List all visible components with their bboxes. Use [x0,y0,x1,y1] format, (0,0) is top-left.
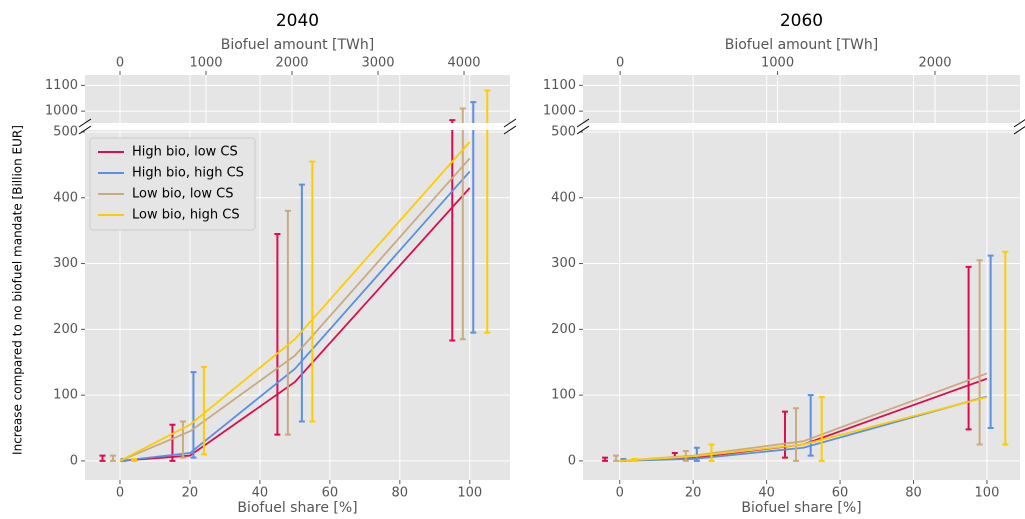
range-bar [309,160,316,423]
y-tick-label: 1100 [543,78,576,93]
range-bar [459,130,466,341]
y-tick-label: 500 [53,124,78,139]
x-tick-label: 100 [975,486,1000,501]
range-bar [987,254,994,430]
x-tick-label: 0 [616,486,624,501]
x-tick-label: 0 [116,486,124,501]
range-bar [470,130,477,334]
y-tick-label: 400 [551,190,576,205]
series-line [119,157,471,462]
series-line [119,187,471,462]
x-tick-label: 80 [905,486,922,501]
axis-break [576,118,590,128]
range-bar [449,119,456,123]
range-bar [274,232,281,436]
x-tick-label: 40 [758,486,775,501]
range-bar [99,454,106,462]
range-bar [484,89,491,123]
y-tick-label: 100 [53,388,78,403]
range-bar [190,371,197,459]
range-bar [130,457,137,462]
x-tick-label: 20 [182,486,199,501]
axis-break [1013,119,1025,128]
y-tick-label: 0 [70,453,78,468]
legend-label: High bio, low CS [132,145,238,160]
range-bar [708,443,715,462]
y-tick-label: 100 [551,388,576,403]
plot-background [583,130,1020,480]
x2-tick-label: 0 [116,56,124,71]
y-tick-label: 300 [53,256,78,271]
series-line [119,170,471,462]
x2-axis-label: Biofuel amount [TWh] [221,37,374,53]
chart-title: 2040 [276,11,319,31]
y-tick-label: 200 [53,322,78,337]
x-tick-label: 100 [457,486,482,501]
axis-break [503,118,517,128]
legend-label: Low bio, low CS [132,187,233,202]
x2-tick-label: 1000 [189,56,222,71]
legend-box [89,137,256,231]
x-tick-label: 80 [392,486,409,501]
x-tick-label: 60 [322,486,339,501]
range-bar [818,396,825,462]
x-axis-label: Biofuel share [%] [741,500,861,516]
series-line [619,396,988,462]
chart-title: 2060 [780,11,823,31]
y-tick-label: 1100 [45,78,78,93]
y-tick-label: 0 [568,453,576,468]
range-bar [613,454,620,462]
axis-break [1013,126,1025,135]
x-axis-label: Biofuel share [%] [237,500,357,516]
legend-label: Low bio, high CS [132,208,240,223]
range-bar [976,259,983,446]
x-tick-label: 40 [252,486,269,501]
x2-tick-label: 2000 [275,56,308,71]
plot-background [583,75,1020,123]
range-bar [449,130,456,342]
range-bar [484,130,491,334]
range-bar [200,365,207,456]
range-bar [792,407,799,462]
plot-background [85,75,510,123]
range-bar [470,101,477,123]
series-line [619,395,988,462]
series-line [119,141,471,462]
range-bar [459,107,466,123]
x2-tick-label: 0 [616,56,624,71]
axis-break [78,118,92,128]
x2-axis-label: Biofuel amount [TWh] [725,37,878,53]
range-bar [109,454,116,462]
y-axis-label: Increase compared to no biofuel mandate … [11,125,25,455]
y-tick-label: 1000 [45,104,78,119]
range-bar [1002,250,1009,446]
range-bar [602,456,609,462]
y-tick-label: 500 [551,124,576,139]
range-bar [298,183,305,423]
legend-label: High bio, high CS [132,166,244,181]
x2-tick-label: 2000 [918,56,951,71]
y-tick-label: 200 [551,322,576,337]
axis-break [78,125,92,135]
y-tick-label: 300 [551,256,576,271]
x2-tick-label: 1000 [761,56,794,71]
range-bar [284,209,291,436]
y-tick-label: 1000 [543,104,576,119]
axis-break [503,125,517,135]
axis-break [576,125,590,135]
x2-tick-label: 3000 [361,56,394,71]
y-tick-label: 400 [53,190,78,205]
x2-tick-label: 4000 [447,56,480,71]
x-tick-label: 60 [832,486,849,501]
x-tick-label: 20 [685,486,702,501]
